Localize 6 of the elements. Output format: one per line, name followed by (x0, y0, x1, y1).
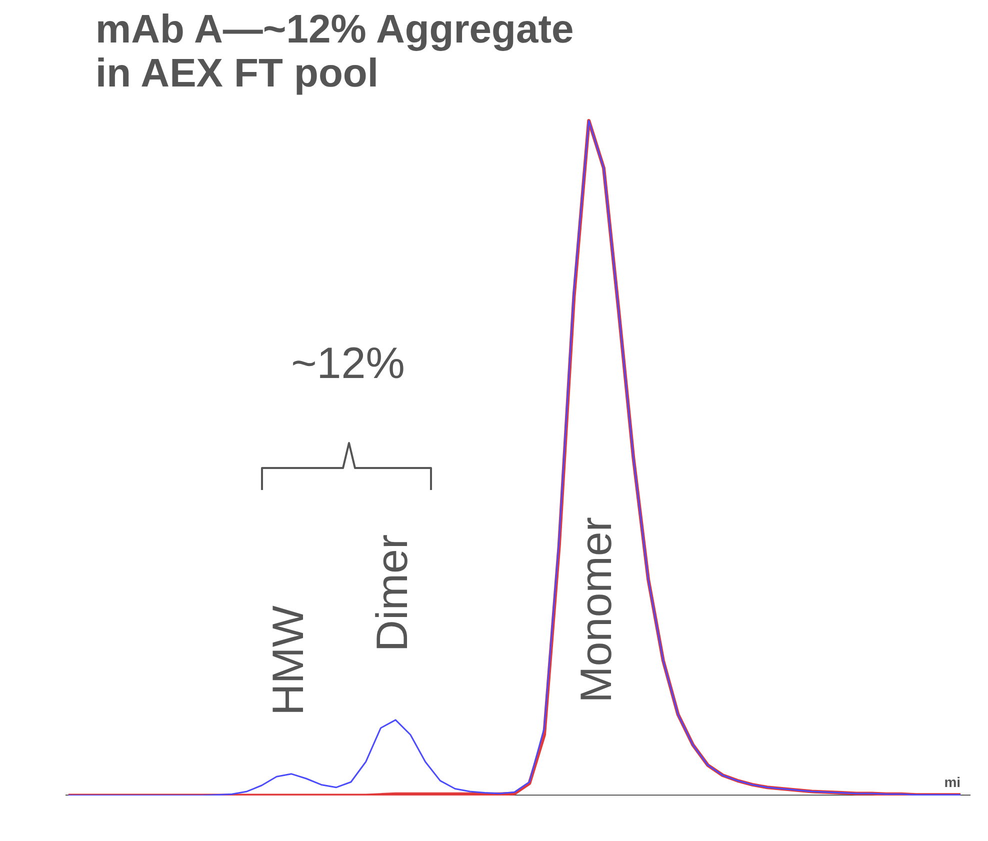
annotation: Monomer (572, 517, 621, 703)
chart-title: mAb A—~12% Aggregate in AEX FT pool (96, 8, 574, 96)
x-axis-title: mi (944, 774, 961, 790)
annotation: ~12% (291, 339, 405, 388)
annotation: Dimer (368, 534, 418, 652)
annotation: HMW (264, 605, 314, 716)
